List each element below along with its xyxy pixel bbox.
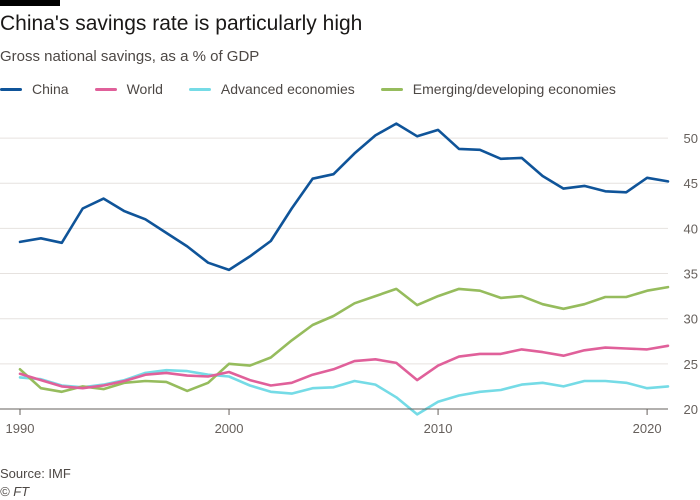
- legend-label-world: World: [126, 81, 163, 97]
- source-note: Source: IMF: [0, 466, 71, 481]
- chart-title: China's savings rate is particularly hig…: [0, 12, 363, 35]
- y-tick-label: 35: [684, 267, 698, 282]
- series-line-emerging: [18, 285, 670, 394]
- x-tick-label: 1990: [6, 421, 35, 436]
- legend-item-world: World: [94, 81, 163, 97]
- legend-item-china: China: [0, 81, 69, 97]
- legend-item-emerging: Emerging/developing economies: [380, 81, 616, 97]
- legend-swatch-advanced: [188, 87, 211, 91]
- x-tick-label: 2010: [424, 421, 453, 436]
- line-chart: 1990 2000 2010 2020 20 25 30 35 40 45 50: [0, 122, 698, 436]
- y-tick-label: 30: [684, 312, 698, 327]
- series-line-china: [18, 122, 670, 272]
- series-line-world: [18, 344, 670, 390]
- legend-label-advanced: Advanced economies: [220, 81, 355, 97]
- legend-label-emerging: Emerging/developing economies: [412, 81, 616, 97]
- gridlines: [0, 137, 668, 410]
- y-tick-label: 45: [684, 176, 698, 191]
- legend-swatch-china: [0, 87, 22, 91]
- y-tick-label: 25: [684, 357, 698, 372]
- series-line-advanced: [18, 368, 670, 416]
- x-axis: 1990 2000 2010 2020: [0, 408, 668, 436]
- y-tick-label: 20: [684, 402, 698, 417]
- legend-item-advanced: Advanced economies: [188, 81, 355, 97]
- y-tick-label: 40: [684, 221, 698, 236]
- ft-top-bar: [0, 0, 60, 6]
- ft-credit: © FT: [0, 484, 30, 499]
- x-tick-label: 2000: [215, 421, 244, 436]
- legend-swatch-emerging: [380, 87, 403, 91]
- y-axis: 20 25 30 35 40 45 50: [684, 131, 698, 417]
- series-lines: [18, 122, 670, 416]
- y-tick-label: 50: [684, 131, 698, 146]
- x-tick-label: 2020: [633, 421, 662, 436]
- legend-label-china: China: [32, 81, 69, 97]
- chart-legend: China World Advanced economies Emerging/…: [0, 80, 642, 98]
- legend-swatch-world: [94, 87, 117, 91]
- chart-subtitle: Gross national savings, as a % of GDP: [0, 48, 260, 65]
